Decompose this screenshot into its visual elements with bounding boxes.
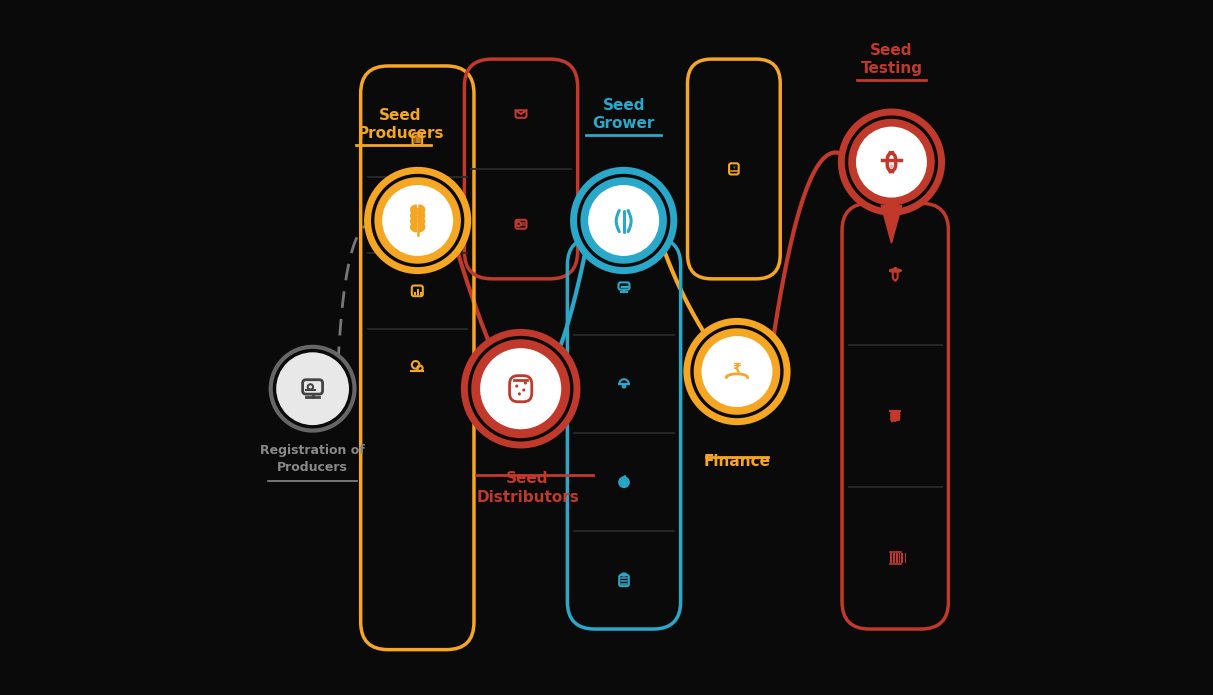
Text: ₹: ₹ (733, 166, 735, 170)
FancyBboxPatch shape (417, 289, 418, 295)
Polygon shape (418, 222, 425, 231)
Circle shape (465, 332, 577, 445)
Circle shape (414, 136, 415, 137)
Text: Seed
Testing: Seed Testing (860, 42, 922, 76)
Circle shape (523, 389, 525, 391)
FancyBboxPatch shape (899, 553, 900, 563)
Circle shape (375, 177, 461, 263)
Circle shape (414, 141, 415, 142)
Circle shape (277, 352, 349, 425)
Polygon shape (881, 205, 901, 243)
Circle shape (694, 328, 780, 415)
Text: Finance: Finance (704, 454, 770, 469)
Circle shape (842, 112, 941, 212)
Circle shape (524, 382, 526, 384)
Text: ₹: ₹ (733, 363, 741, 376)
Text: Seed
Producers: Seed Producers (358, 108, 444, 142)
Circle shape (471, 339, 570, 438)
Polygon shape (418, 205, 425, 215)
FancyBboxPatch shape (420, 293, 422, 295)
Polygon shape (411, 217, 416, 226)
Polygon shape (411, 222, 416, 231)
FancyBboxPatch shape (414, 291, 416, 295)
Text: Seed
Grower: Seed Grower (592, 97, 655, 131)
Circle shape (368, 170, 468, 270)
Circle shape (516, 384, 518, 388)
Circle shape (480, 348, 562, 430)
Circle shape (270, 347, 354, 431)
Circle shape (580, 177, 667, 263)
Circle shape (848, 119, 935, 205)
Circle shape (382, 185, 454, 256)
FancyBboxPatch shape (888, 163, 895, 170)
Circle shape (574, 170, 673, 270)
FancyBboxPatch shape (905, 553, 906, 563)
Circle shape (687, 321, 787, 422)
FancyBboxPatch shape (895, 553, 898, 563)
FancyBboxPatch shape (901, 553, 904, 563)
Polygon shape (418, 217, 425, 226)
Circle shape (856, 126, 927, 197)
Circle shape (588, 185, 659, 256)
FancyBboxPatch shape (890, 553, 892, 563)
Circle shape (701, 336, 773, 407)
Text: Registration of
Producers: Registration of Producers (261, 443, 365, 473)
Polygon shape (411, 205, 416, 215)
FancyBboxPatch shape (893, 553, 895, 563)
Circle shape (518, 393, 520, 395)
Polygon shape (411, 211, 416, 220)
Polygon shape (418, 211, 425, 220)
Text: Seed
Distributors: Seed Distributors (477, 471, 579, 505)
Circle shape (414, 138, 415, 139)
